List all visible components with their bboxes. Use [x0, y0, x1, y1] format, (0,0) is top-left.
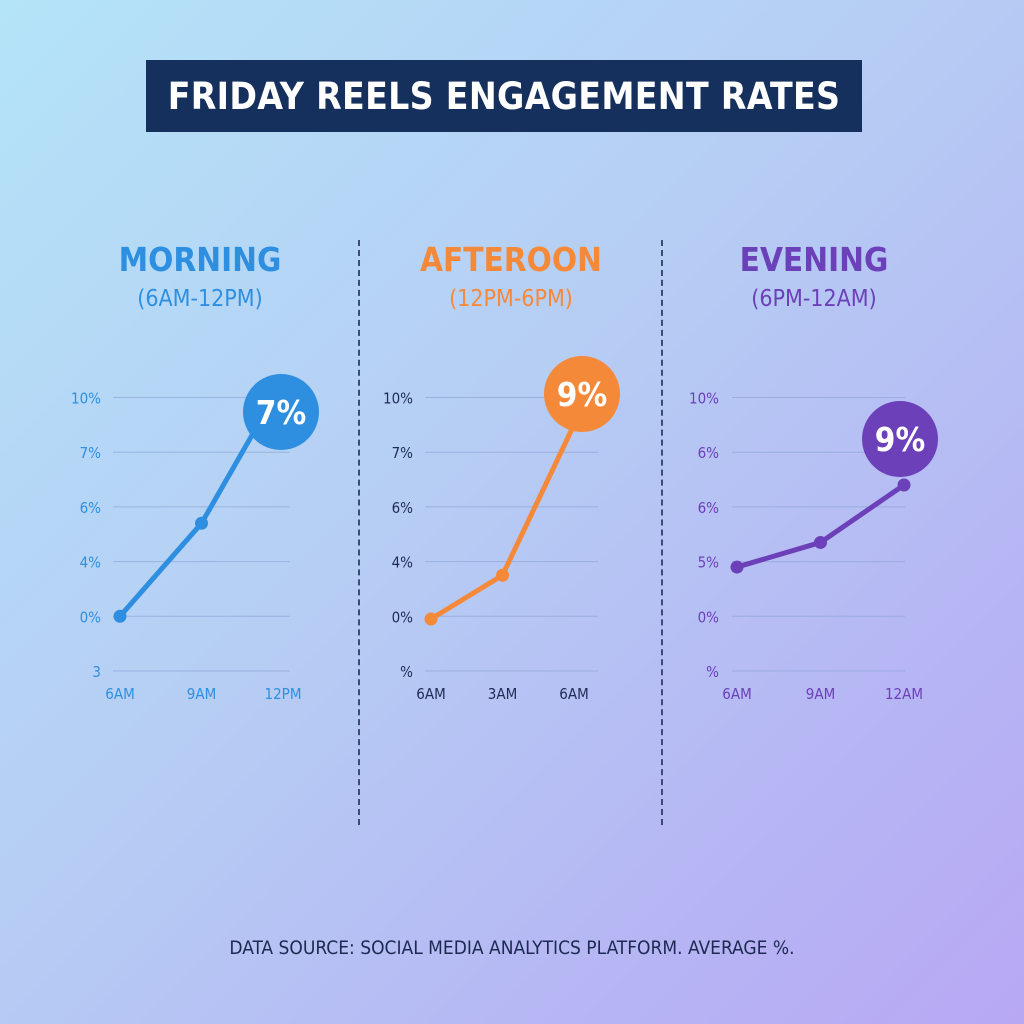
data-source-footer: DATA SOURCE: SOCIAL MEDIA ANALYTICS PLAT…: [229, 937, 795, 959]
y-tick-label: %: [706, 663, 719, 681]
afternoon-title: AFTEROON: [420, 240, 602, 279]
y-tick-label: 6%: [698, 444, 720, 462]
peak-badge: [862, 401, 938, 477]
y-tick-label: 10%: [689, 390, 719, 408]
y-tick-label: 10%: [383, 390, 413, 408]
panel-divider-2: [661, 240, 663, 825]
data-point: [496, 568, 509, 582]
evening-range: (6PM-12AM): [751, 286, 877, 312]
morning-header: MORNING (6AM-12PM): [50, 238, 350, 316]
data-point: [897, 478, 911, 492]
peak-label: 9%: [557, 375, 607, 414]
evening-header: EVENING (6PM-12AM): [664, 238, 964, 316]
y-tick-label: 6%: [698, 499, 720, 517]
y-tick-label: 10%: [71, 390, 101, 408]
x-tick-label: 12PM: [265, 685, 302, 703]
y-tick-label: 4%: [392, 554, 414, 572]
peak-badge: [544, 356, 620, 432]
morning-title: MORNING: [118, 240, 282, 279]
y-tick-label: 3: [92, 663, 101, 681]
y-tick-label: 0%: [698, 608, 720, 626]
x-tick-label: 6AM: [416, 685, 445, 703]
y-tick-label: 5%: [698, 554, 720, 572]
series-line: [428, 422, 577, 622]
peak-label: 9%: [875, 420, 925, 459]
x-tick-label: 6AM: [105, 685, 134, 703]
series-line: [734, 482, 907, 570]
y-tick-label: 0%: [392, 608, 414, 626]
afternoon-header: AFTEROON (12PM-6PM): [361, 238, 661, 316]
data-point: [195, 516, 208, 530]
evening-title: EVENING: [739, 240, 889, 279]
x-tick-label: 12AM: [885, 685, 923, 703]
x-tick-label: 9AM: [187, 685, 216, 703]
x-tick-label: 3AM: [488, 685, 517, 703]
peak-badge: [243, 374, 319, 450]
y-tick-label: 6%: [80, 499, 102, 517]
y-tick-label: 7%: [80, 444, 102, 462]
data-point: [113, 609, 127, 623]
y-tick-label: 7%: [392, 444, 414, 462]
data-point: [814, 535, 827, 549]
title-bar: FRIDAY REELS ENGAGEMENT RATES: [146, 60, 862, 132]
y-tick-label: 4%: [80, 554, 102, 572]
x-tick-label: 6AM: [559, 685, 588, 703]
y-tick-label: %: [400, 663, 413, 681]
morning-range: (6AM-12PM): [137, 286, 263, 312]
y-tick-label: 0%: [80, 608, 102, 626]
x-tick-label: 6AM: [722, 685, 751, 703]
peak-label: 7%: [256, 393, 306, 432]
data-point: [424, 612, 438, 626]
chart-title: FRIDAY REELS ENGAGEMENT RATES: [167, 74, 841, 118]
x-tick-label: 9AM: [806, 685, 835, 703]
panel-divider-1: [358, 240, 360, 825]
y-tick-label: 6%: [392, 499, 414, 517]
data-point: [730, 560, 744, 574]
afternoon-range: (12PM-6PM): [449, 286, 573, 312]
